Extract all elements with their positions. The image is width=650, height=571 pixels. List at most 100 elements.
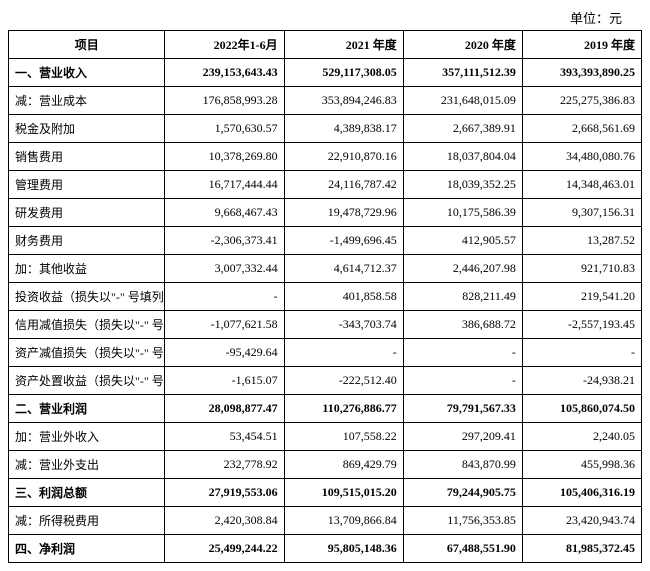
cell-value: 232,778.92: [165, 451, 284, 479]
cell-value: 3,007,332.44: [165, 255, 284, 283]
cell-value: 23,420,943.74: [522, 507, 641, 535]
row-label: 四、净利润: [9, 535, 165, 563]
cell-value: 10,378,269.80: [165, 143, 284, 171]
cell-value: -95,429.64: [165, 339, 284, 367]
cell-value: 386,688.72: [403, 311, 522, 339]
cell-value: 53,454.51: [165, 423, 284, 451]
table-row: 加：营业外收入53,454.51107,558.22297,209.412,24…: [9, 423, 642, 451]
cell-value: 11,756,353.85: [403, 507, 522, 535]
row-label: 减：营业成本: [9, 87, 165, 115]
cell-value: 529,117,308.05: [284, 59, 403, 87]
row-label: 一、营业收入: [9, 59, 165, 87]
row-label: 加：营业外收入: [9, 423, 165, 451]
row-label: 投资收益（损失以"-" 号填列）: [9, 283, 165, 311]
cell-value: 13,709,866.84: [284, 507, 403, 535]
cell-value: -: [403, 339, 522, 367]
cell-value: 828,211.49: [403, 283, 522, 311]
row-label: 资产减值损失（损失以"-" 号填列）: [9, 339, 165, 367]
table-row: 资产处置收益（损失以"-" 号填列）-1,615.07-222,512.40--…: [9, 367, 642, 395]
cell-value: 13,287.52: [522, 227, 641, 255]
cell-value: -1,615.07: [165, 367, 284, 395]
row-label: 税金及附加: [9, 115, 165, 143]
cell-value: 225,275,386.83: [522, 87, 641, 115]
cell-value: 95,805,148.36: [284, 535, 403, 563]
row-label: 减：营业外支出: [9, 451, 165, 479]
cell-value: 16,717,444.44: [165, 171, 284, 199]
cell-value: 9,668,467.43: [165, 199, 284, 227]
cell-value: 219,541.20: [522, 283, 641, 311]
cell-value: 2,446,207.98: [403, 255, 522, 283]
income-statement-table: 项目 2022年1-6月 2021 年度 2020 年度 2019 年度 一、营…: [8, 30, 642, 563]
cell-value: 353,894,246.83: [284, 87, 403, 115]
table-row: 投资收益（损失以"-" 号填列）-401,858.58828,211.49219…: [9, 283, 642, 311]
cell-value: 18,037,804.04: [403, 143, 522, 171]
cell-value: 231,648,015.09: [403, 87, 522, 115]
cell-value: 105,406,316.19: [522, 479, 641, 507]
cell-value: 107,558.22: [284, 423, 403, 451]
cell-value: 2,420,308.84: [165, 507, 284, 535]
header-period-2: 2021 年度: [284, 31, 403, 59]
cell-value: 79,244,905.75: [403, 479, 522, 507]
cell-value: 843,870.99: [403, 451, 522, 479]
table-row: 信用减值损失（损失以"-" 号填列）-1,077,621.58-343,703.…: [9, 311, 642, 339]
cell-value: 393,393,890.25: [522, 59, 641, 87]
cell-value: 79,791,567.33: [403, 395, 522, 423]
cell-value: 105,860,074.50: [522, 395, 641, 423]
row-label: 信用减值损失（损失以"-" 号填列）: [9, 311, 165, 339]
cell-value: 10,175,586.39: [403, 199, 522, 227]
cell-value: 25,499,244.22: [165, 535, 284, 563]
cell-value: 869,429.79: [284, 451, 403, 479]
table-header-row: 项目 2022年1-6月 2021 年度 2020 年度 2019 年度: [9, 31, 642, 59]
header-item: 项目: [9, 31, 165, 59]
table-row: 税金及附加1,570,630.574,389,838.172,667,389.9…: [9, 115, 642, 143]
cell-value: 19,478,729.96: [284, 199, 403, 227]
cell-value: 67,488,551.90: [403, 535, 522, 563]
cell-value: -222,512.40: [284, 367, 403, 395]
table-row: 减：所得税费用2,420,308.8413,709,866.8411,756,3…: [9, 507, 642, 535]
cell-value: 24,116,787.42: [284, 171, 403, 199]
row-label: 三、利润总额: [9, 479, 165, 507]
table-row: 资产减值损失（损失以"-" 号填列）-95,429.64---: [9, 339, 642, 367]
row-label: 加：其他收益: [9, 255, 165, 283]
cell-value: 412,905.57: [403, 227, 522, 255]
header-period-4: 2019 年度: [522, 31, 641, 59]
cell-value: 2,240.05: [522, 423, 641, 451]
cell-value: 28,098,877.47: [165, 395, 284, 423]
row-label: 研发费用: [9, 199, 165, 227]
cell-value: 176,858,993.28: [165, 87, 284, 115]
cell-value: 27,919,553.06: [165, 479, 284, 507]
cell-value: -343,703.74: [284, 311, 403, 339]
row-label: 二、营业利润: [9, 395, 165, 423]
cell-value: 22,910,870.16: [284, 143, 403, 171]
cell-value: -: [403, 367, 522, 395]
header-period-1: 2022年1-6月: [165, 31, 284, 59]
table-row: 研发费用9,668,467.4319,478,729.9610,175,586.…: [9, 199, 642, 227]
row-label: 销售费用: [9, 143, 165, 171]
cell-value: 4,389,838.17: [284, 115, 403, 143]
cell-value: -2,306,373.41: [165, 227, 284, 255]
table-row: 二、营业利润28,098,877.47110,276,886.7779,791,…: [9, 395, 642, 423]
cell-value: -1,499,696.45: [284, 227, 403, 255]
row-label: 减：所得税费用: [9, 507, 165, 535]
cell-value: 1,570,630.57: [165, 115, 284, 143]
cell-value: 239,153,643.43: [165, 59, 284, 87]
cell-value: 921,710.83: [522, 255, 641, 283]
table-row: 三、利润总额27,919,553.06109,515,015.2079,244,…: [9, 479, 642, 507]
cell-value: -: [165, 283, 284, 311]
cell-value: -: [522, 339, 641, 367]
unit-label: 单位：元: [8, 8, 642, 30]
row-label: 资产处置收益（损失以"-" 号填列）: [9, 367, 165, 395]
table-row: 销售费用10,378,269.8022,910,870.1618,037,804…: [9, 143, 642, 171]
cell-value: 455,998.36: [522, 451, 641, 479]
cell-value: 18,039,352.25: [403, 171, 522, 199]
table-row: 一、营业收入239,153,643.43529,117,308.05357,11…: [9, 59, 642, 87]
cell-value: 2,667,389.91: [403, 115, 522, 143]
cell-value: 14,348,463.01: [522, 171, 641, 199]
row-label: 财务费用: [9, 227, 165, 255]
table-row: 加：其他收益3,007,332.444,614,712.372,446,207.…: [9, 255, 642, 283]
cell-value: 81,985,372.45: [522, 535, 641, 563]
cell-value: 34,480,080.76: [522, 143, 641, 171]
table-row: 四、净利润25,499,244.2295,805,148.3667,488,55…: [9, 535, 642, 563]
table-row: 减：营业成本176,858,993.28353,894,246.83231,64…: [9, 87, 642, 115]
cell-value: 297,209.41: [403, 423, 522, 451]
